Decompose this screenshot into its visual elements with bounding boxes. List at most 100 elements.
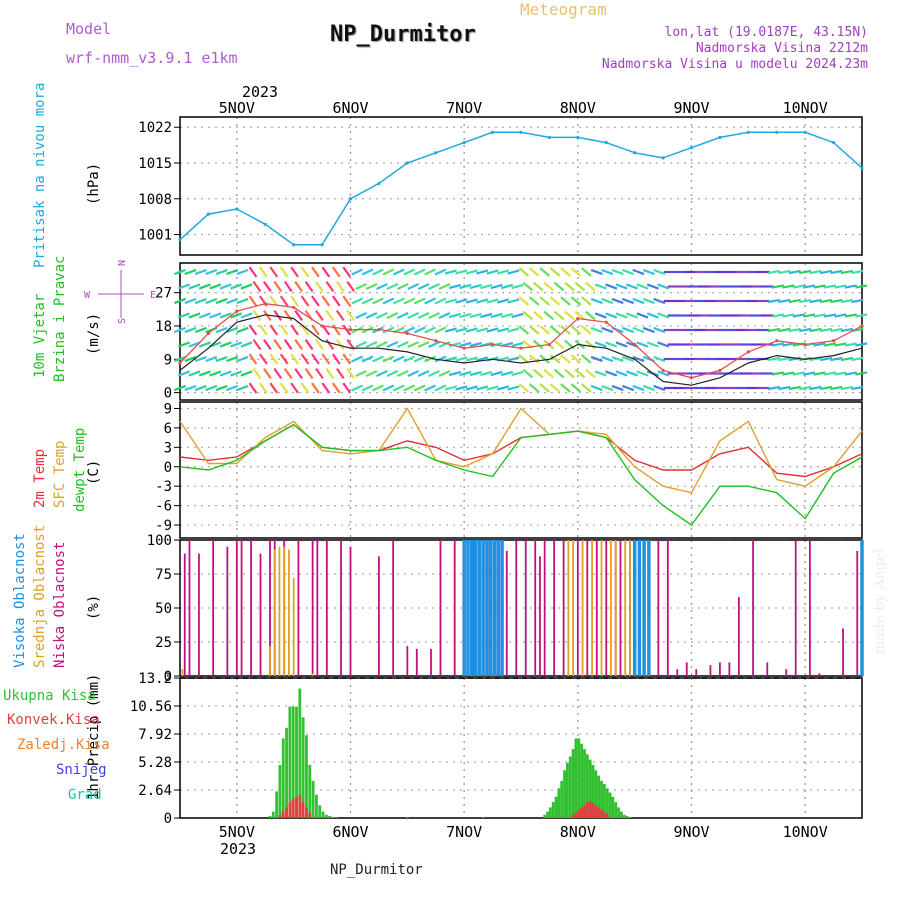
wind-arrow (653, 355, 666, 363)
wind-arrow (611, 268, 624, 276)
precip-total-bar (328, 815, 332, 818)
pressure-point (775, 130, 779, 134)
wind-arrow (476, 327, 489, 333)
pressure-point (292, 243, 296, 247)
wind-arrow (646, 312, 659, 319)
wind-arrow (438, 340, 451, 349)
precip-conv-bar (588, 801, 592, 818)
wind-arrow (226, 268, 239, 276)
cloud-bar (462, 540, 466, 676)
y-tick-label: 18 (155, 319, 172, 335)
pressure-point (746, 130, 750, 134)
wind-arrow (788, 269, 801, 275)
wind-arrow (511, 341, 524, 348)
cloud-bar (183, 553, 186, 676)
wind-arrow (455, 298, 468, 304)
cloud-bar (259, 553, 262, 676)
wind-arrow (188, 283, 201, 290)
cloud-bar (311, 673, 314, 676)
cloud-bar (481, 540, 485, 676)
precip-total-bar (608, 792, 612, 818)
wind-arrow (392, 355, 405, 363)
wind-arrow (819, 298, 833, 304)
wind-arrow (376, 311, 388, 320)
cloud-bar (534, 540, 537, 676)
station-elevation: Nadmorska Visina 2212m (695, 41, 868, 56)
wind-arrow (252, 280, 262, 293)
wind-arrow (407, 282, 420, 291)
precip-conv-bar (298, 794, 302, 818)
wind-arrow (194, 384, 207, 392)
wind-arrow (361, 384, 374, 392)
precip-total-bar (481, 816, 485, 818)
wind-arrow (636, 312, 649, 319)
wind-arrow (632, 297, 645, 305)
wind-speed-line (179, 314, 863, 386)
wind-arrow (230, 312, 243, 319)
wind-arrow (465, 385, 478, 391)
wind-arrow (382, 384, 395, 392)
wind-arrow (279, 295, 289, 307)
wind-arrow (840, 298, 853, 304)
wind-arrow (486, 385, 499, 391)
wind-arrow (230, 283, 243, 290)
wind-arrow (823, 342, 837, 347)
cloud-bar (600, 540, 603, 676)
wind-arrow (236, 326, 249, 334)
side-label: 2m Temp (32, 449, 48, 508)
precip-total-bar (557, 788, 561, 818)
wind-arrow (361, 268, 374, 276)
cloud-bar (785, 669, 788, 676)
wind-arrow (424, 268, 436, 276)
precip-total-bar (546, 811, 549, 818)
wind-arrow (205, 384, 218, 392)
precip-legend-item: Snijeg (56, 762, 107, 778)
precip-total-bar (571, 749, 575, 818)
wind-arrow (594, 312, 607, 319)
panel-frame (179, 401, 863, 539)
wind-arrow (642, 268, 655, 276)
precip-conv-bar (600, 809, 603, 818)
wind-arrow (413, 326, 426, 334)
wind-arrow (240, 312, 253, 319)
wind-arrow (331, 295, 341, 307)
wind-arrow (177, 341, 191, 348)
wind-arrow (809, 356, 822, 362)
wind-gust-point (576, 316, 580, 321)
wind-arrow (396, 282, 409, 291)
wind-arrow (294, 309, 303, 322)
precip-total-bar (591, 764, 595, 818)
wind-arrow (813, 371, 826, 376)
wind-arrow (455, 269, 468, 275)
wind-arrow (321, 295, 331, 307)
precip-conv-bar (288, 802, 292, 818)
wind-arrow (311, 324, 320, 336)
wind-arrow (236, 384, 249, 392)
wind-arrow (532, 368, 544, 379)
model-elevation: Nadmorska Visina u modelu 2024.23m (601, 57, 868, 72)
wind-arrow (605, 312, 618, 319)
wind-gust-point (831, 339, 836, 343)
wind-arrow (799, 298, 812, 304)
wind-arrow (351, 297, 364, 305)
wind-arrow (539, 296, 550, 306)
wind-arrow (574, 368, 586, 379)
precip-total-bar (580, 743, 584, 818)
wind-arrow (392, 268, 405, 276)
wind-arrow (570, 354, 582, 364)
wind-arrow (290, 295, 299, 307)
wind-arrow (248, 266, 258, 278)
wind-arrow (365, 369, 378, 378)
wind-arrow (417, 369, 430, 378)
wind-arrow (325, 367, 335, 380)
wind-arrow (209, 283, 222, 290)
precip-total-bar (625, 815, 629, 818)
wind-arrow (528, 354, 540, 364)
wind-arrow (539, 325, 550, 335)
wind-arrow (528, 267, 540, 277)
wind-arrow (290, 266, 299, 278)
wind-arrow (518, 325, 530, 335)
pressure-point (576, 135, 580, 140)
wind-arrow (294, 367, 303, 380)
wind-arrow (177, 312, 191, 319)
